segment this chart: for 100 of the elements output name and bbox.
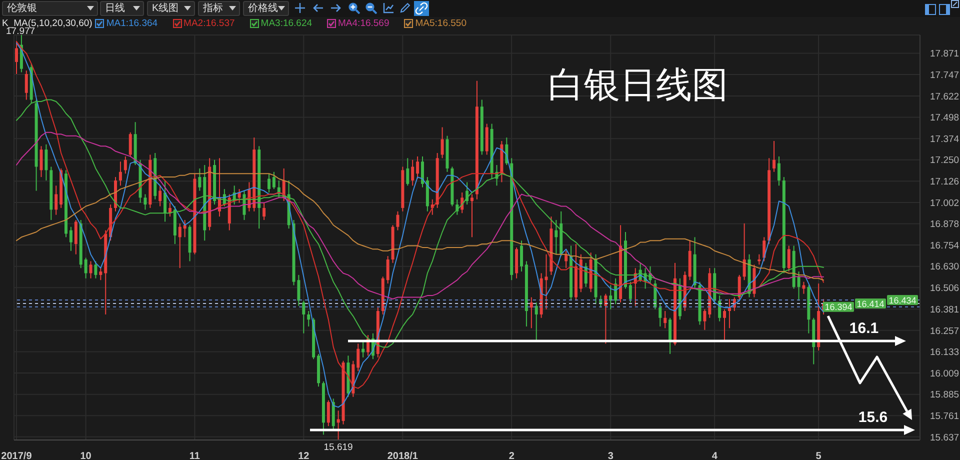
x-tick-label: 4 xyxy=(712,451,718,460)
candlestick xyxy=(124,156,127,174)
candlestick xyxy=(658,304,662,327)
candlestick xyxy=(520,240,524,272)
y-tick-label: 17.126 xyxy=(930,176,960,188)
candlestick xyxy=(470,194,474,238)
candlestick xyxy=(742,222,746,281)
y-tick-label: 17.747 xyxy=(930,70,960,81)
candlestick xyxy=(396,210,400,231)
y-tick-label: 16.381 xyxy=(930,304,960,316)
candlestick xyxy=(272,171,276,190)
annotation: 17.977 xyxy=(6,26,36,37)
candlestick xyxy=(777,156,780,186)
candlestick xyxy=(420,156,424,188)
candlestick xyxy=(386,256,390,284)
candlestick xyxy=(554,219,558,255)
candlestick xyxy=(84,257,88,279)
y-tick-label: 16.754 xyxy=(930,240,960,252)
candlestick xyxy=(797,271,800,302)
candlestick xyxy=(703,308,706,330)
candlestick xyxy=(89,260,92,279)
y-tick-label: 15.885 xyxy=(930,390,960,401)
candlestick xyxy=(416,156,420,180)
legend-label: MA5:16.550 xyxy=(415,18,466,29)
candlestick xyxy=(183,219,186,238)
candlestick xyxy=(738,274,741,302)
ref-line-label: 16.434 xyxy=(888,295,916,306)
dropdown: K线图 xyxy=(147,1,195,16)
candlestick xyxy=(544,254,548,310)
candlestick xyxy=(178,222,182,269)
candlestick xyxy=(262,202,266,220)
candlestick xyxy=(118,161,122,186)
y-tick-label: 17.498 xyxy=(930,112,960,124)
candlestick xyxy=(668,317,672,354)
x-tick-label: 11 xyxy=(189,451,200,460)
dropdown: 价格线 xyxy=(243,1,289,16)
line-series xyxy=(16,132,824,300)
y-tick-label: 16.257 xyxy=(930,326,960,337)
candlestick xyxy=(242,190,246,220)
candlestick xyxy=(69,226,72,252)
candlestick xyxy=(411,159,414,186)
x-tick-label: 12 xyxy=(298,451,310,460)
x-tick-label: 5 xyxy=(816,451,822,460)
ref-line-label: 16.414 xyxy=(856,298,884,309)
candlestick xyxy=(302,300,306,334)
candlestick xyxy=(356,343,360,372)
dropdown: 日线 xyxy=(100,1,144,16)
x-tick-label: 2 xyxy=(508,451,515,460)
y-tick-label: 17.622 xyxy=(930,91,960,102)
y-tick-label: 16.878 xyxy=(930,219,960,230)
annotation: 15.619 xyxy=(324,442,353,453)
y-tick-label: 16.630 xyxy=(930,262,960,273)
ref-line-label: 16.394 xyxy=(824,302,852,312)
legend-title: K_MA(5,10,20,30,60) xyxy=(2,18,92,29)
candlestick xyxy=(44,144,48,181)
legend-label: MA2:16.537 xyxy=(184,18,235,29)
candlestick xyxy=(440,126,444,159)
candlestick xyxy=(787,245,790,272)
legend-label: MA1:16.364 xyxy=(106,18,158,29)
y-tick-label: 16.009 xyxy=(930,368,960,380)
candlestick xyxy=(530,296,533,329)
y-tick-label: 16.133 xyxy=(930,347,960,358)
candlestick xyxy=(144,194,147,210)
legend-label: MA3:16.624 xyxy=(260,18,312,29)
y-tick-label: 15.761 xyxy=(930,410,960,422)
y-tick-label: 16.506 xyxy=(930,283,960,294)
x-tick-label: 2017/9 xyxy=(1,451,32,460)
x-tick-label: 2018/1 xyxy=(387,451,418,460)
candlestick xyxy=(628,281,632,303)
dropdown: 指标 xyxy=(198,1,240,16)
y-tick-label: 15.637 xyxy=(930,432,960,444)
y-tick-label: 17.002 xyxy=(930,198,960,209)
candlestick xyxy=(128,132,132,157)
text: 白银日线图 xyxy=(548,65,728,106)
x-tick-label: 10 xyxy=(80,451,92,460)
candlestick xyxy=(728,298,731,329)
candlestick xyxy=(723,308,726,341)
candlestick xyxy=(326,400,330,427)
candlestick xyxy=(94,260,98,279)
candlestick xyxy=(534,302,538,341)
candlestick xyxy=(307,310,310,327)
candlestick xyxy=(772,140,776,172)
text: 15.6 xyxy=(858,409,888,426)
y-tick-label: 17.871 xyxy=(930,48,960,60)
candlestick xyxy=(664,310,667,329)
y-tick-label: 17.374 xyxy=(930,134,960,145)
x-tick-label: 3 xyxy=(608,451,614,460)
candlestick xyxy=(164,180,167,222)
candlestick xyxy=(158,185,162,207)
candlestick xyxy=(406,158,410,186)
candlestick xyxy=(609,284,612,310)
candlestick xyxy=(74,219,78,255)
dropdown: 伦敦银 xyxy=(2,1,98,16)
candlestick xyxy=(99,268,102,281)
candlestick xyxy=(14,40,18,74)
candlestick xyxy=(54,185,58,216)
candlestick xyxy=(802,281,806,294)
candlestick xyxy=(268,173,270,193)
candlestick xyxy=(198,168,202,192)
candlestick xyxy=(40,146,43,178)
